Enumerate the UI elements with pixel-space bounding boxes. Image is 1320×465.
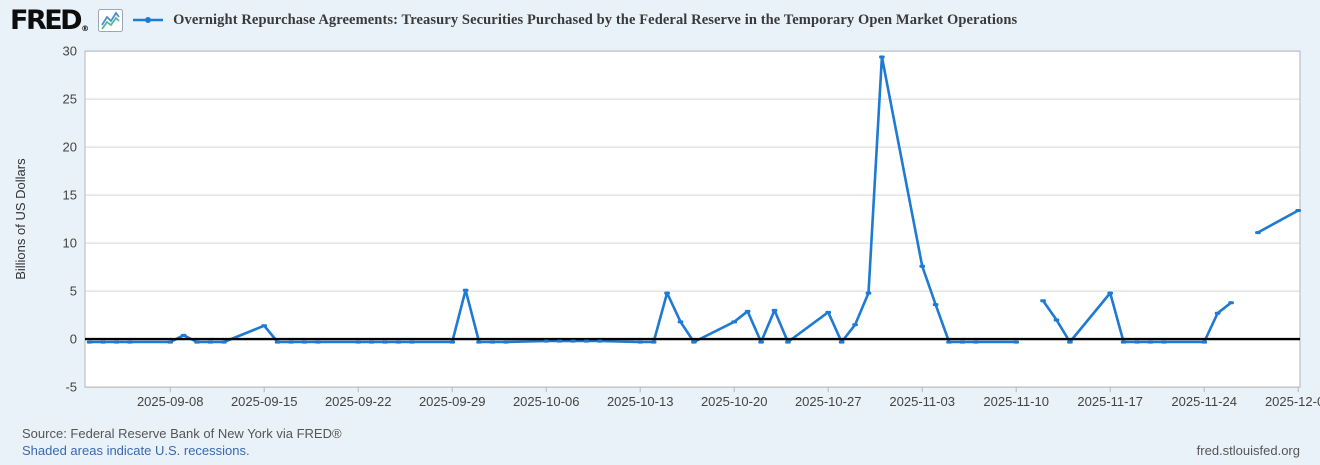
data-point-marker[interactable]: [113, 340, 120, 344]
y-tick-label: 0: [70, 332, 77, 347]
data-point-marker[interactable]: [476, 340, 482, 344]
fred-sparkline-icon: [98, 8, 124, 32]
data-point-marker[interactable]: [785, 340, 791, 344]
data-point-marker[interactable]: [879, 55, 885, 59]
chart-title: Overnight Repurchase Agreements: Treasur…: [173, 11, 1018, 28]
data-point-marker[interactable]: [315, 340, 321, 344]
site-url: fred.stlouisfed.org: [1196, 443, 1300, 458]
data-point-marker[interactable]: [973, 340, 979, 344]
data-point-marker[interactable]: [207, 340, 214, 344]
y-tick-label: 15: [63, 188, 77, 203]
data-point-marker[interactable]: [570, 339, 576, 343]
data-point-marker[interactable]: [637, 340, 643, 344]
data-point-marker[interactable]: [543, 339, 549, 343]
data-point-marker[interactable]: [221, 340, 227, 344]
data-point-marker[interactable]: [180, 333, 187, 337]
data-point-marker[interactable]: [1107, 291, 1113, 295]
data-point-marker[interactable]: [1161, 340, 1167, 344]
y-axis-title: Billions of US Dollars: [13, 158, 28, 280]
plot-area: [85, 51, 1300, 388]
data-point-marker[interactable]: [274, 340, 281, 344]
y-tick-label: 25: [63, 92, 77, 107]
data-point-marker[interactable]: [100, 340, 106, 344]
y-tick-label: 10: [63, 236, 77, 251]
registered-trademark-icon: ®: [81, 23, 90, 33]
data-point-marker[interactable]: [261, 324, 267, 328]
data-point-marker[interactable]: [1201, 340, 1207, 344]
recession-note-link[interactable]: Shaded areas indicate U.S. recessions.: [22, 443, 250, 458]
x-tick-label: 2025-09-08: [137, 394, 204, 409]
data-point-marker[interactable]: [946, 340, 952, 344]
data-point-marker[interactable]: [86, 340, 93, 344]
data-point-marker[interactable]: [1255, 231, 1261, 235]
x-tick-label: 2025-12-01: [1265, 394, 1320, 409]
data-point-marker[interactable]: [919, 264, 925, 268]
data-point-marker[interactable]: [382, 340, 388, 344]
y-tick-label: 30: [63, 44, 77, 59]
data-point-marker[interactable]: [691, 340, 697, 344]
y-tick-label: 5: [70, 284, 77, 299]
fred-logo-text: FRED: [10, 4, 83, 36]
data-point-marker[interactable]: [449, 340, 455, 344]
x-tick-label: 2025-09-29: [419, 394, 486, 409]
data-point-marker[interactable]: [301, 340, 308, 344]
data-point-marker[interactable]: [1067, 340, 1073, 344]
series-legend-marker-icon: [132, 15, 164, 25]
data-point-marker[interactable]: [744, 309, 751, 313]
time-series-chart[interactable]: 30 25 20 15 10 5 0 -5 2025-09-08 2025-09-15 2025-0…: [0, 0, 1320, 418]
data-point-marker[interactable]: [1120, 340, 1127, 344]
data-point-marker[interactable]: [597, 339, 603, 343]
data-point-marker[interactable]: [462, 288, 469, 292]
data-point-marker[interactable]: [865, 291, 872, 295]
x-tick-label: 2025-09-22: [325, 394, 392, 409]
data-point-marker[interactable]: [489, 340, 496, 344]
x-tick-label: 2025-10-20: [701, 394, 768, 409]
data-point-marker[interactable]: [1040, 299, 1046, 303]
data-point-marker[interactable]: [583, 339, 590, 343]
data-point-marker[interactable]: [127, 340, 133, 344]
data-point-marker[interactable]: [1053, 318, 1060, 322]
data-point-marker[interactable]: [355, 340, 361, 344]
data-point-marker[interactable]: [194, 340, 200, 344]
data-point-marker[interactable]: [852, 323, 858, 327]
data-point-marker[interactable]: [650, 340, 657, 344]
x-tick-label: 2025-10-13: [607, 394, 674, 409]
data-point-marker[interactable]: [167, 340, 173, 344]
data-point-marker[interactable]: [1228, 301, 1234, 305]
data-point-marker[interactable]: [368, 340, 375, 344]
y-tick-label: -5: [65, 380, 77, 395]
data-point-marker[interactable]: [288, 340, 294, 344]
data-point-marker[interactable]: [664, 291, 670, 295]
series-line: [1256, 209, 1300, 234]
fred-logo[interactable]: FRED ®: [10, 7, 89, 34]
data-point-marker[interactable]: [1147, 340, 1154, 344]
data-point-marker[interactable]: [1013, 340, 1019, 344]
data-point-marker[interactable]: [556, 339, 563, 343]
data-point-marker[interactable]: [758, 340, 764, 344]
x-tick-label: 2025-09-15: [231, 394, 298, 409]
x-tick-label: 2025-11-17: [1077, 394, 1143, 409]
data-point-marker[interactable]: [771, 308, 778, 312]
x-tick-label: 2025-10-06: [513, 394, 580, 409]
x-tick-label: 2025-10-27: [795, 394, 862, 409]
source-note: Source: Federal Reserve Bank of New York…: [22, 426, 342, 441]
data-point-marker[interactable]: [825, 310, 831, 314]
data-point-marker[interactable]: [1214, 311, 1221, 315]
data-point-marker[interactable]: [677, 320, 684, 324]
data-point-marker[interactable]: [932, 303, 939, 307]
plot-border: [84, 50, 1301, 388]
y-tick-label: 20: [63, 140, 77, 155]
data-point-marker[interactable]: [959, 340, 966, 344]
data-point-marker[interactable]: [1295, 209, 1301, 213]
x-tick-label: 2025-11-03: [889, 394, 955, 409]
data-point-marker[interactable]: [731, 320, 737, 324]
chart-header: FRED ® Overnight Repurchase Agreements: T…: [10, 5, 1017, 35]
data-point-marker[interactable]: [395, 340, 402, 344]
x-tick-label: 2025-11-24: [1171, 394, 1237, 409]
data-point-marker[interactable]: [838, 340, 845, 344]
data-point-marker[interactable]: [1134, 340, 1140, 344]
data-point-marker[interactable]: [409, 340, 415, 344]
x-tick-label: 2025-11-10: [983, 394, 1049, 409]
data-point-marker[interactable]: [503, 340, 509, 344]
